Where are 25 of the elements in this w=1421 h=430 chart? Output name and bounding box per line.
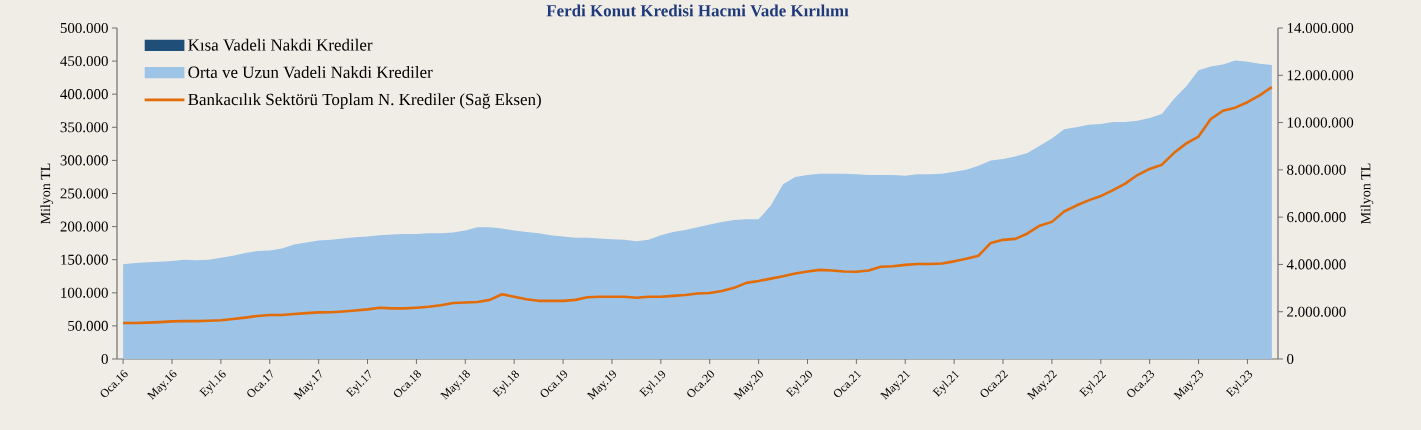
y2-tick-label: 10.000.000 xyxy=(1287,117,1354,128)
y2-tick-label: 6.000.000 xyxy=(1287,212,1346,223)
y-tick-label: 300.000 xyxy=(60,155,108,166)
y-axis-title: Milyon TL xyxy=(40,163,54,224)
y-tick-label: 400.000 xyxy=(60,89,108,100)
y-tick-label: 500.000 xyxy=(60,22,108,34)
y2-tick-label: 0 xyxy=(1287,353,1294,365)
y2-axis-title: Milyon TL xyxy=(1360,163,1374,224)
y-tick-label: 150.000 xyxy=(61,254,108,265)
chart-title: Ferdi Konut Kredisi Hacmi Vade Kırılımı xyxy=(546,4,849,17)
legend-label: Orta ve Uzun Vadeli Nakdi Krediler xyxy=(188,66,433,79)
y2-tick-label: 2.000.000 xyxy=(1287,306,1346,317)
y2-tick-label: 14.000.000 xyxy=(1287,22,1354,34)
y2-tick-label: 4.000.000 xyxy=(1286,259,1346,270)
legend-label: Kısa Vadeli Nakdi Krediler xyxy=(188,38,373,51)
y2-tick-label: 8.000.000 xyxy=(1287,164,1346,175)
y-tick-label: 200.000 xyxy=(60,221,108,232)
y-tick-label: 100.000 xyxy=(61,287,108,298)
y2-tick-label: 12.000.000 xyxy=(1287,70,1354,81)
y-tick-label: 450.000 xyxy=(60,56,108,67)
y-tick-label: 250.000 xyxy=(60,188,108,199)
y-tick-label: 350.000 xyxy=(60,122,108,133)
y-tick-label: 0 xyxy=(101,353,108,365)
legend-label: Bankacılık Sektörü Toplam N. Krediler (Sağ Eksen) xyxy=(188,93,541,109)
y-tick-label: 50.000 xyxy=(68,320,108,331)
